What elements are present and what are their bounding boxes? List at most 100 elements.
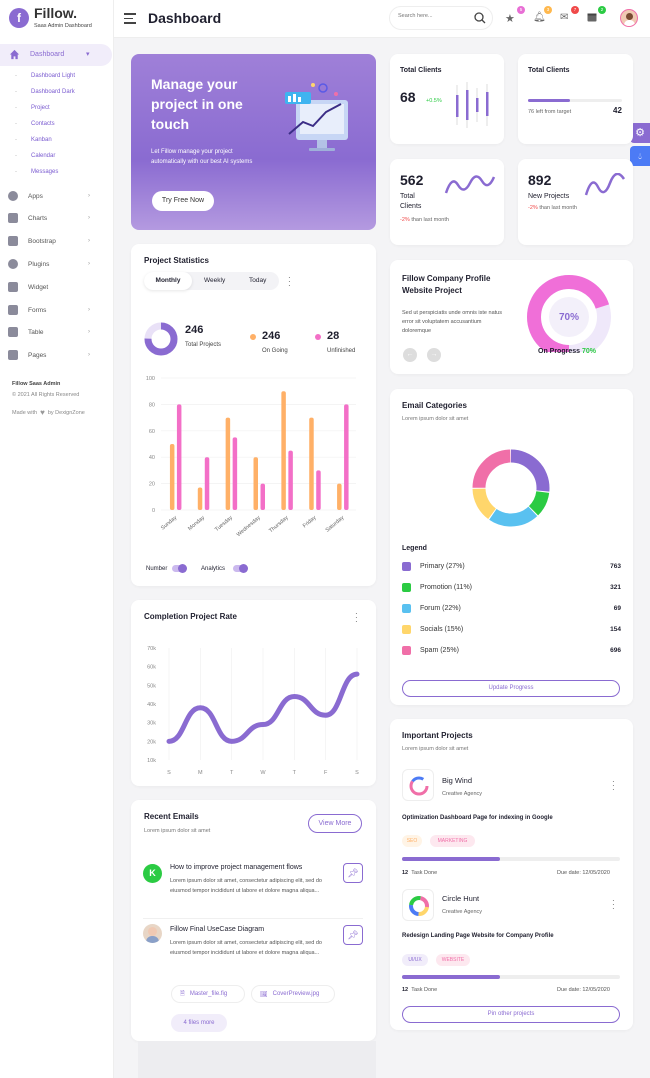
search-icon[interactable] — [474, 12, 486, 26]
legend-swatch — [402, 583, 411, 592]
tab-today[interactable]: Today — [249, 277, 267, 284]
update-progress-button[interactable]: Update Progress — [402, 680, 620, 697]
progress-fill — [528, 99, 571, 102]
bar — [260, 483, 265, 510]
gauge-label: On Progress 70% — [538, 348, 596, 355]
user-check-icon — [8, 282, 18, 292]
settings-float-button[interactable]: ⚙ — [630, 123, 650, 143]
pin-button[interactable]: 📌︎ — [343, 863, 363, 883]
notification-badge: 7 — [571, 6, 579, 14]
footer-area — [138, 1041, 376, 1078]
legend-value: 321 — [610, 584, 621, 591]
notification-badge: 5 — [517, 6, 525, 14]
more-icon[interactable]: · · · — [288, 273, 291, 290]
sidebar-item-forms[interactable]: Forms › — [8, 305, 108, 315]
tab-weekly[interactable]: Weekly — [204, 277, 226, 284]
prev-button[interactable]: ← — [403, 348, 417, 362]
more-icon[interactable]: · · · — [355, 609, 358, 626]
bell-icon[interactable]: 🔔︎ — [533, 12, 546, 23]
more-icon[interactable]: · · · — [612, 896, 615, 913]
y-tick-label: 20 — [149, 482, 155, 488]
attachment-chip[interactable]: 🖼︎ CoverPreview.jpg — [251, 985, 335, 1003]
sidebar-sub-kanban[interactable]: Kanban — [15, 137, 52, 143]
unfinished-value: 28 — [327, 330, 340, 342]
task-count: 12 Task Done — [402, 987, 438, 993]
progress-track — [402, 975, 620, 979]
y-tick-label: 100 — [146, 376, 155, 382]
recent-emails-card: Recent Emails Lorem ipsum dolor sit amet… — [131, 800, 376, 1041]
card-title: Email Categories — [402, 401, 467, 410]
project-name[interactable]: Circle Hunt — [442, 894, 480, 903]
y-tick-label: 0 — [152, 508, 155, 514]
more-icon[interactable]: · · · — [612, 777, 615, 794]
due-date: Due date: 12/05/2020 — [557, 987, 610, 993]
x-tick-label: Saturday — [325, 515, 346, 534]
pin-button[interactable]: 📌︎ — [343, 925, 363, 945]
y-tick-label: 70k — [147, 646, 156, 652]
star-icon[interactable]: ★ — [505, 13, 515, 25]
ongoing-label: On Going — [262, 348, 288, 354]
sidebar-sub-dashboard-light[interactable]: Dashboard Light — [15, 73, 75, 79]
email-avatar — [143, 924, 162, 943]
sidebar: f Fillow. Saas Admin Dashboard Dashboard… — [0, 0, 114, 1078]
stat-label: Total — [400, 193, 415, 200]
footer-made-text: Made with — [12, 409, 38, 416]
next-button[interactable]: → — [427, 348, 441, 362]
tab-monthly[interactable]: Monthly — [144, 272, 192, 290]
pin-other-projects-button[interactable]: Pin other projects — [402, 1006, 620, 1023]
toggle-number[interactable]: Number — [146, 564, 188, 573]
stat-change: +0.5% — [426, 98, 442, 104]
sidebar-item-pages[interactable]: Pages › — [8, 350, 108, 360]
toggle-analytics[interactable]: Analytics — [201, 564, 249, 573]
progress-fill — [402, 857, 501, 861]
sidebar-sub-calendar[interactable]: Calendar — [15, 153, 55, 159]
search-box[interactable] — [389, 6, 493, 30]
sidebar-item-table[interactable]: Table › — [8, 327, 108, 337]
card-subtitle: Lorem ipsum dolor sit amet — [402, 416, 469, 422]
project-logo — [402, 889, 434, 921]
sidebar-sub-contacts[interactable]: Contacts — [15, 121, 55, 127]
toggle-switch[interactable] — [172, 564, 188, 573]
toggle-switch[interactable] — [233, 564, 249, 573]
attachment-chip[interactable]: 🗎 Master_file.fig — [171, 985, 245, 1003]
notification-badge: 2 — [598, 6, 606, 14]
chevron-right-icon: › — [88, 193, 90, 199]
mail-icon[interactable]: ✉ — [560, 12, 569, 23]
heart-icon — [8, 259, 18, 269]
menu-toggle-icon[interactable] — [124, 13, 136, 24]
sidebar-item-bootstrap[interactable]: Bootstrap › — [8, 236, 108, 246]
search-input[interactable] — [398, 13, 468, 19]
try-free-button[interactable]: Try Free Now — [152, 191, 214, 211]
tag-seo: SEO — [402, 835, 422, 847]
legend-title: Legend — [402, 545, 427, 552]
email-subject[interactable]: How to improve project management flows — [170, 864, 303, 871]
sidebar-sub-messages[interactable]: Messages — [15, 169, 58, 175]
sidebar-item-charts[interactable]: Charts › — [8, 213, 108, 223]
sidebar-item-plugins[interactable]: Plugins › — [8, 259, 108, 269]
logo-icon[interactable]: f — [9, 8, 29, 28]
sidebar-item-dashboard[interactable]: Dashboard ▾ — [0, 44, 112, 66]
x-tick-label: F — [324, 770, 328, 776]
progress-note: 76 left from target — [528, 109, 572, 115]
more-files-button[interactable]: 4 files more — [171, 1014, 227, 1032]
email-subject[interactable]: Fillow Final UseCase Diagram — [170, 926, 265, 933]
view-more-button[interactable]: View More — [308, 814, 362, 833]
stat-value: 892 — [528, 172, 552, 188]
progress-gauge — [527, 275, 611, 352]
y-tick-label: 10k — [147, 758, 156, 764]
sidebar-sub-dashboard-dark[interactable]: Dashboard Dark — [15, 89, 75, 95]
sidebar-item-widget[interactable]: Widget — [8, 282, 108, 292]
ongoing-value: 246 — [262, 330, 281, 342]
progress-track — [528, 99, 622, 102]
sidebar-sub-project[interactable]: Project — [15, 105, 50, 111]
mini-wave-chart — [584, 173, 626, 196]
sidebar-item-apps[interactable]: Apps › — [8, 191, 108, 201]
project-name[interactable]: Big Wind — [442, 776, 473, 785]
y-tick-label: 50k — [147, 683, 156, 689]
chevron-right-icon: › — [88, 352, 90, 358]
calendar-icon[interactable] — [587, 12, 601, 26]
avatar[interactable] — [620, 9, 638, 27]
theme-float-button[interactable]: 💧︎ — [630, 146, 650, 166]
sidebar-item-label: Plugins — [28, 260, 50, 268]
important-projects-card: Important Projects Lorem ipsum dolor sit… — [390, 719, 633, 1030]
